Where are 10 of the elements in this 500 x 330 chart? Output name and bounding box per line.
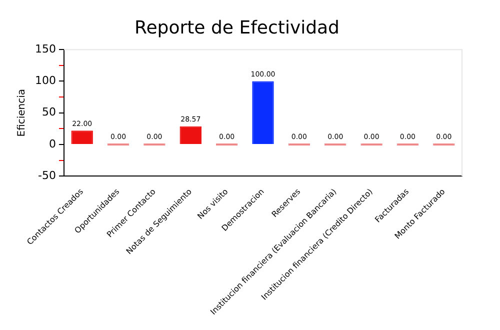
chart-title: Reporte de Efectividad <box>134 17 340 38</box>
y-tick-label: 100 <box>34 74 56 88</box>
y-axis-title: Eficiencia <box>16 88 28 137</box>
bar <box>71 130 93 144</box>
y-tick-label: -50 <box>38 168 56 182</box>
bar <box>180 126 202 144</box>
y-tick-label: 0 <box>48 137 56 150</box>
bar <box>252 81 274 144</box>
y-tick-label: 150 <box>34 42 56 56</box>
y-tick-label: 50 <box>42 106 56 119</box>
